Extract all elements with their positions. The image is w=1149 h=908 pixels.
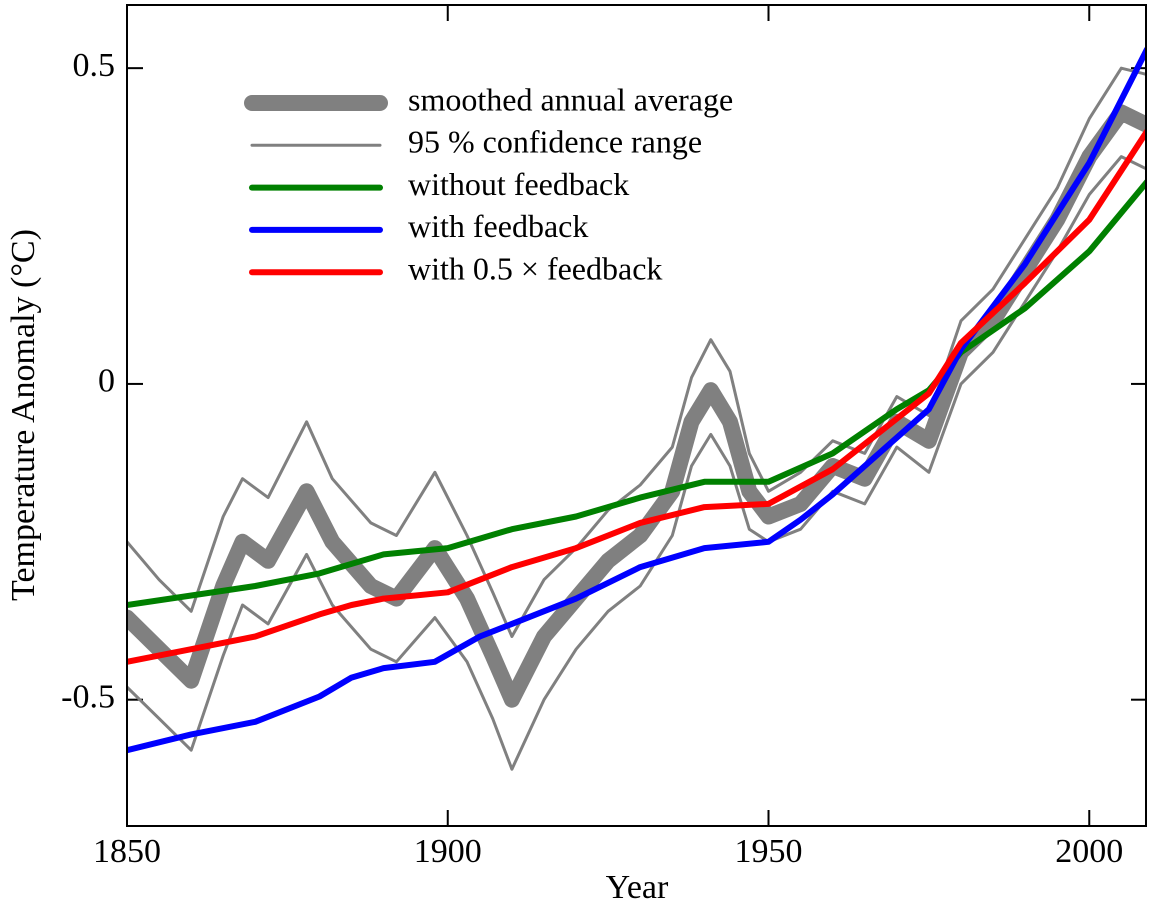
- x-tick-label: 1850: [93, 833, 161, 870]
- series-line: [127, 128, 1147, 665]
- series-line: [127, 104, 1147, 708]
- x-tick-label: 1950: [735, 833, 803, 870]
- series-line: [127, 46, 1147, 754]
- y-tick-label: 0: [98, 363, 115, 400]
- y-tick-label: -0.5: [61, 678, 115, 715]
- legend-label: with feedback: [408, 208, 588, 244]
- series-line: [127, 66, 1147, 638]
- plot-area: [127, 46, 1147, 771]
- y-axis-label: Temperature Anomaly (°C): [5, 229, 42, 601]
- series-line: [127, 178, 1147, 608]
- y-tick-label: 0.5: [73, 47, 116, 84]
- x-axis-label: Year: [606, 869, 669, 906]
- legend-label: without feedback: [408, 166, 629, 202]
- series-line: [127, 155, 1147, 771]
- x-tick-label: 1900: [414, 833, 482, 870]
- x-tick-label: 2000: [1055, 833, 1123, 870]
- legend-label: smoothed annual average: [408, 81, 733, 117]
- plot-frame: [126, 4, 1147, 827]
- legend-label: 95 % confidence range: [408, 124, 702, 160]
- legend-label: with 0.5 × feedback: [408, 251, 662, 287]
